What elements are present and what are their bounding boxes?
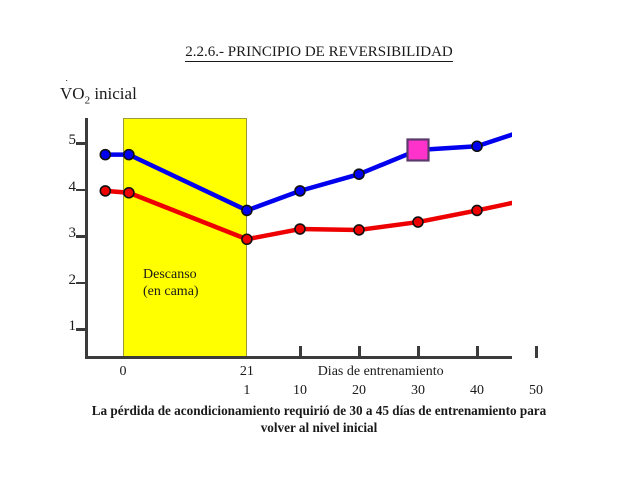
data-point-0-6 [471, 140, 483, 153]
y-axis-label-sub: 2 [84, 94, 91, 107]
x-upper-label-0: 0 [119, 364, 127, 379]
x-lower-label-10: 10 [293, 383, 307, 398]
slide-title-text: 2.2.6.- PRINCIPIO DE REVERSIBILIDAD [185, 44, 453, 62]
data-point-1-6 [471, 204, 483, 217]
y-tick-4 [76, 188, 85, 191]
x-axis-line [85, 356, 512, 359]
x-lower-label-30: 30 [411, 383, 425, 398]
plot-area: 1 2 3 4 5 Descanso (en cama) [69, 118, 538, 359]
highlight-marker-0 [406, 138, 430, 162]
series-line-0 [103, 132, 512, 213]
caption-line-2: volver al nivel inicial [260, 420, 378, 436]
y-tick-label-3: 3 [68, 225, 77, 241]
x-axis-title: Dias de entrenamiento [317, 364, 444, 379]
y-tick-5 [76, 142, 85, 145]
data-point-0-0 [99, 148, 112, 161]
slide-caption: La pérdida de acondicionamiento requirió… [30, 402, 608, 436]
dot-accent: ˙ [65, 79, 69, 90]
v-with-dot: V ˙ [60, 79, 73, 104]
rest-period-band [123, 118, 247, 357]
y-axis-label-suffix: inicial [90, 84, 137, 103]
x-upper-label-21: 21 [239, 364, 254, 379]
y-tick-label-1: 1 [68, 318, 77, 334]
x-tick-20 [358, 346, 361, 358]
series-svg [99, 132, 512, 246]
x-lower-label-50: 50 [529, 383, 543, 398]
y-axis-label: V ˙ O2 inicial [60, 79, 137, 107]
x-tick-10 [299, 346, 302, 358]
data-point-1-2 [241, 233, 253, 246]
data-point-0-2 [241, 204, 253, 217]
x-tick-30 [417, 346, 420, 358]
x-lower-label-20: 20 [352, 383, 366, 398]
series-line-1 [103, 188, 512, 242]
data-point-1-0 [99, 185, 112, 197]
rest-band-label-line1: Descanso [143, 267, 197, 282]
rest-band-label: Descanso (en cama) [143, 266, 199, 300]
y-axis-line [85, 118, 88, 358]
x-tick-50 [535, 346, 538, 358]
x-tick-40 [476, 346, 479, 358]
x-lower-label-40: 40 [470, 383, 484, 398]
y-tick-1 [76, 328, 85, 331]
y-tick-3 [76, 235, 85, 238]
y-tick-label-2: 2 [68, 271, 77, 288]
y-tick-label-4: 4 [68, 178, 77, 195]
data-point-0-1 [123, 148, 135, 161]
x-lower-label-1: 1 [243, 383, 251, 398]
slide-title: 2.2.6.- PRINCIPIO DE REVERSIBILIDAD [0, 44, 638, 62]
data-point-0-3 [294, 185, 306, 197]
data-point-1-3 [294, 223, 306, 235]
caption-line-1: La pérdida de acondicionamiento requirió… [91, 403, 547, 418]
data-point-1-5 [412, 216, 424, 228]
data-point-1-1 [123, 186, 135, 199]
y-tick-2 [76, 281, 85, 284]
y-axis-label-o: O [72, 84, 85, 103]
data-point-0-4 [353, 168, 365, 180]
y-tick-label-5: 5 [68, 132, 77, 148]
data-point-1-4 [353, 224, 365, 236]
rest-band-label-line2: (en cama) [143, 284, 199, 300]
